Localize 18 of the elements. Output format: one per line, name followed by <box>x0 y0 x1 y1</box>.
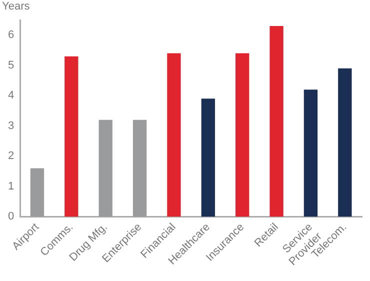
bar <box>304 90 318 217</box>
bar <box>236 53 250 217</box>
y-tick-label: 6 <box>8 29 14 42</box>
bar <box>98 120 112 217</box>
y-tick-label: 4 <box>8 90 14 102</box>
y-tick-label: 5 <box>8 59 14 72</box>
bar <box>30 168 44 217</box>
y-tick-label: 2 <box>8 150 14 162</box>
bar <box>167 53 181 217</box>
bar <box>132 120 147 217</box>
bar <box>270 26 284 217</box>
y-tick-label: 1 <box>8 180 14 192</box>
bar <box>64 56 78 217</box>
bar <box>338 68 352 217</box>
bar <box>201 98 215 217</box>
y-tick-label: 3 <box>8 120 14 132</box>
y-tick-label: 0 <box>8 210 14 223</box>
y-axis-title: Years <box>2 0 30 13</box>
